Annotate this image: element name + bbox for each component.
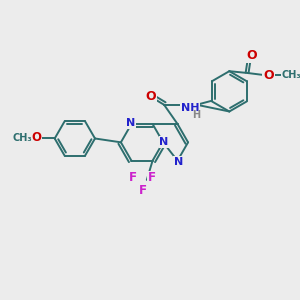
Text: NH: NH — [181, 103, 199, 112]
Text: N: N — [174, 157, 183, 166]
Text: CH₃: CH₃ — [282, 70, 300, 80]
Text: F: F — [148, 172, 156, 184]
Text: H: H — [192, 110, 200, 120]
Text: N: N — [126, 118, 135, 128]
Text: O: O — [263, 68, 274, 82]
Text: O: O — [32, 131, 41, 144]
Text: F: F — [139, 184, 147, 197]
Text: O: O — [246, 49, 257, 62]
Text: N: N — [160, 137, 169, 147]
Text: CH₃: CH₃ — [12, 133, 32, 142]
Text: F: F — [129, 172, 137, 184]
Text: O: O — [145, 90, 156, 103]
